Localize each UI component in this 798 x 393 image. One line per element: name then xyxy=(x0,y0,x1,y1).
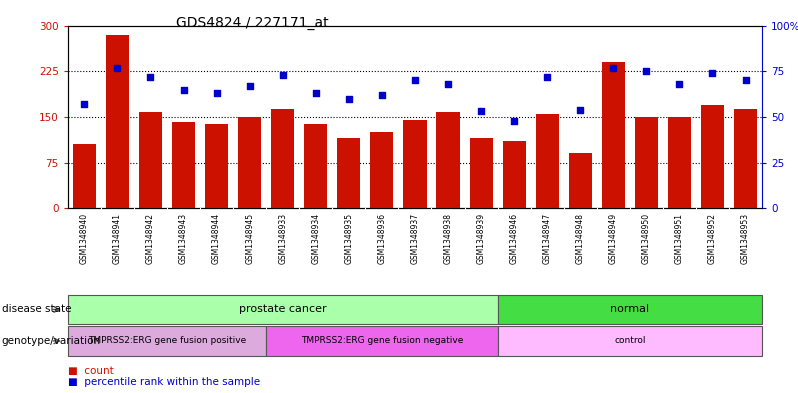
Point xyxy=(409,77,421,83)
Text: GSM1348951: GSM1348951 xyxy=(675,213,684,264)
Text: GSM1348942: GSM1348942 xyxy=(146,213,155,264)
Text: TMPRSS2:ERG gene fusion negative: TMPRSS2:ERG gene fusion negative xyxy=(301,336,463,345)
Point xyxy=(673,81,685,87)
Bar xyxy=(535,114,559,208)
Text: GSM1348947: GSM1348947 xyxy=(543,213,551,264)
Text: GSM1348953: GSM1348953 xyxy=(741,213,750,264)
Bar xyxy=(701,105,724,208)
Bar xyxy=(139,112,162,208)
Point xyxy=(144,73,157,80)
Text: GSM1348944: GSM1348944 xyxy=(212,213,221,264)
Point xyxy=(508,118,520,124)
Point xyxy=(541,73,554,80)
Text: TMPRSS2:ERG gene fusion positive: TMPRSS2:ERG gene fusion positive xyxy=(88,336,246,345)
Bar xyxy=(271,109,294,208)
Text: GSM1348937: GSM1348937 xyxy=(410,213,420,264)
Text: GSM1348943: GSM1348943 xyxy=(179,213,188,264)
Text: ■  percentile rank within the sample: ■ percentile rank within the sample xyxy=(68,377,260,387)
Text: GSM1348941: GSM1348941 xyxy=(113,213,122,264)
Text: GSM1348934: GSM1348934 xyxy=(311,213,320,264)
Text: GSM1348936: GSM1348936 xyxy=(377,213,386,264)
Point xyxy=(706,70,719,76)
Point xyxy=(574,107,587,113)
Text: ■  count: ■ count xyxy=(68,366,113,376)
Bar xyxy=(370,132,393,208)
Text: GSM1348949: GSM1348949 xyxy=(609,213,618,264)
Text: GSM1348948: GSM1348948 xyxy=(576,213,585,264)
Point xyxy=(276,72,289,78)
Bar xyxy=(634,117,658,208)
Text: GSM1348946: GSM1348946 xyxy=(510,213,519,264)
Text: GSM1348945: GSM1348945 xyxy=(245,213,254,264)
Point xyxy=(111,64,124,71)
Point xyxy=(607,64,620,71)
Text: GSM1348939: GSM1348939 xyxy=(476,213,485,264)
Point xyxy=(210,90,223,96)
Bar xyxy=(569,153,592,208)
Point xyxy=(376,92,389,98)
Bar xyxy=(238,117,261,208)
Text: GSM1348938: GSM1348938 xyxy=(444,213,452,264)
Point xyxy=(78,101,91,107)
Bar xyxy=(437,112,460,208)
Text: GSM1348933: GSM1348933 xyxy=(279,213,287,264)
Bar xyxy=(304,124,327,208)
Bar xyxy=(503,141,526,208)
Text: control: control xyxy=(614,336,646,345)
Text: GSM1348935: GSM1348935 xyxy=(345,213,354,264)
Bar xyxy=(68,326,267,356)
Text: GSM1348950: GSM1348950 xyxy=(642,213,651,264)
Bar xyxy=(498,326,762,356)
Bar xyxy=(73,144,96,208)
Bar xyxy=(602,62,625,208)
Text: disease state: disease state xyxy=(2,305,71,314)
Point xyxy=(640,68,653,74)
Bar xyxy=(469,138,492,208)
Bar xyxy=(403,120,426,208)
Bar xyxy=(498,295,762,324)
Bar xyxy=(205,124,228,208)
Point xyxy=(441,81,454,87)
Point xyxy=(177,86,190,93)
Text: GSM1348952: GSM1348952 xyxy=(708,213,717,264)
Bar xyxy=(734,109,757,208)
Text: genotype/variation: genotype/variation xyxy=(2,336,101,346)
Bar xyxy=(172,122,195,208)
Point xyxy=(475,108,488,115)
Text: normal: normal xyxy=(610,305,650,314)
Point xyxy=(739,77,752,83)
Bar xyxy=(68,295,498,324)
Text: prostate cancer: prostate cancer xyxy=(239,305,326,314)
Text: GDS4824 / 227171_at: GDS4824 / 227171_at xyxy=(176,16,328,30)
Point xyxy=(243,83,256,89)
Bar xyxy=(668,117,691,208)
Bar xyxy=(106,35,129,208)
Point xyxy=(342,95,355,102)
Text: GSM1348940: GSM1348940 xyxy=(80,213,89,264)
Bar xyxy=(338,138,361,208)
Bar xyxy=(267,326,498,356)
Point xyxy=(310,90,322,96)
